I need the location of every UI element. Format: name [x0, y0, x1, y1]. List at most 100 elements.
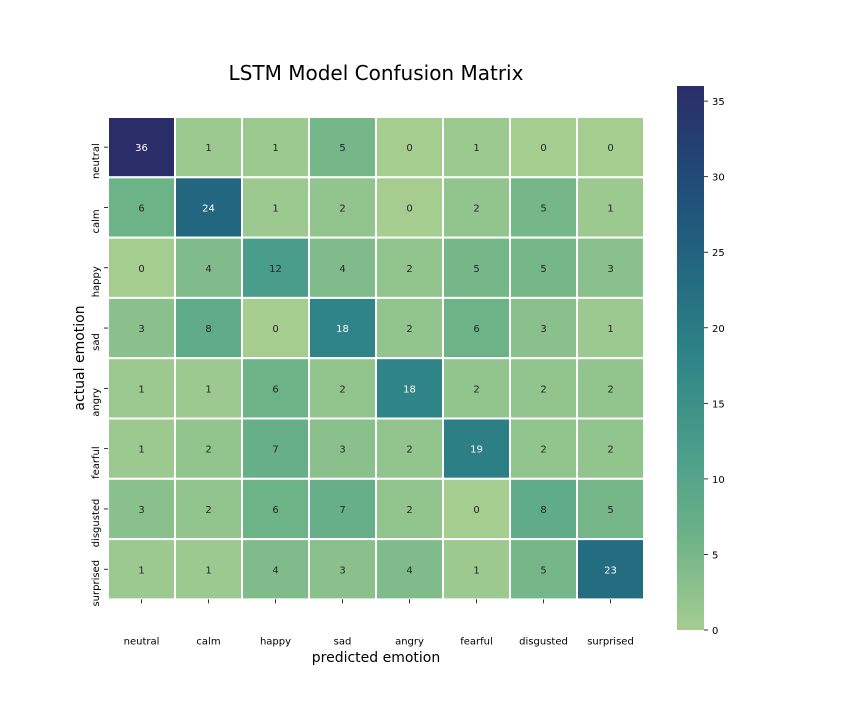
cell-value-label: 0: [406, 203, 412, 214]
y-tick-label: angry: [91, 388, 102, 417]
heatmap-cell-surprised-calm: [174, 538, 243, 601]
colorbar-tick-label: 20: [712, 324, 725, 335]
cell-value-label: 1: [473, 143, 479, 154]
colorbar-tick-label: 0: [712, 626, 718, 637]
cell-value-label: 2: [540, 384, 546, 395]
heatmap-cell-happy-neutral: [107, 236, 176, 299]
colorbar-tick-label: 5: [712, 550, 718, 561]
cell-value-label: 7: [272, 445, 278, 456]
heatmap-cell-fearful-angry: [375, 417, 444, 480]
cell-value-label: 4: [205, 264, 211, 275]
heatmap-cell-calm-sad: [308, 176, 377, 239]
cell-value-label: 2: [205, 505, 211, 516]
heatmap-cell-surprised-surprised: [576, 538, 645, 601]
x-tick-label: sad: [334, 636, 352, 647]
cell-value-label: 7: [339, 505, 345, 516]
cell-value-label: 2: [473, 384, 479, 395]
heatmap-cell-calm-angry: [375, 176, 444, 239]
y-tick-label: fearful: [91, 446, 102, 479]
heatmap-cell-neutral-surprised: [576, 116, 645, 179]
cell-value-label: 2: [607, 384, 613, 395]
cell-value-label: 6: [272, 384, 278, 395]
cell-value-label: 2: [406, 445, 412, 456]
cell-value-label: 1: [205, 143, 211, 154]
heatmap-cell-calm-calm: [174, 176, 243, 239]
colorbar-tick-label: 25: [712, 248, 725, 259]
cell-value-label: 36: [135, 143, 148, 154]
x-tick-label: disgusted: [519, 636, 568, 647]
cell-value-label: 23: [604, 565, 617, 576]
cell-value-label: 24: [202, 203, 215, 214]
heatmap-cell-happy-surprised: [576, 236, 645, 299]
heatmap-cell-angry-disgusted: [509, 357, 578, 420]
cell-value-label: 1: [138, 384, 144, 395]
x-tick-label: calm: [196, 636, 220, 647]
cell-value-label: 2: [339, 384, 345, 395]
cell-value-label: 1: [138, 565, 144, 576]
heatmap-cell-surprised-angry: [375, 538, 444, 601]
cell-value-label: 18: [336, 324, 349, 335]
heatmap-cell-sad-surprised: [576, 296, 645, 360]
heatmap-cell-disgusted-happy: [241, 477, 310, 541]
heatmap-cell-calm-disgusted: [509, 176, 578, 239]
x-tick-label: happy: [260, 636, 291, 647]
heatmap-cell-neutral-neutral: [107, 116, 176, 179]
cell-value-label: 0: [272, 324, 278, 335]
cell-value-label: 4: [406, 565, 412, 576]
cell-value-label: 2: [540, 445, 546, 456]
colorbar-tick-label: 35: [712, 97, 725, 108]
heatmap-cell-fearful-neutral: [107, 417, 176, 480]
cell-value-label: 5: [540, 264, 546, 275]
cell-value-label: 3: [339, 445, 345, 456]
x-axis-label: predicted emotion: [312, 650, 441, 666]
y-tick-label: surprised: [91, 560, 102, 607]
chart-title: LSTM Model Confusion Matrix: [229, 61, 524, 85]
cell-value-label: 1: [205, 565, 211, 576]
heatmap-cell-neutral-happy: [241, 116, 310, 179]
colorbar-ticks: 0 5 10 15 20 25 30 35: [704, 97, 725, 637]
y-tick-label: disgusted: [91, 499, 102, 548]
y-tick-labels: neutral calm happy sad angry fearful disgusted…: [91, 143, 108, 607]
heatmap-cell-fearful-sad: [308, 417, 377, 480]
cell-value-label: 2: [406, 505, 412, 516]
cell-value-label: 1: [138, 445, 144, 456]
cell-value-label: 0: [540, 143, 546, 154]
heatmap-cell-disgusted-calm: [174, 477, 243, 541]
cell-value-label: 1: [272, 203, 278, 214]
cell-value-label: 0: [406, 143, 412, 154]
heatmap-cell-happy-disgusted: [509, 236, 578, 299]
cell-value-label: 2: [339, 203, 345, 214]
heatmap-cell-surprised-happy: [241, 538, 310, 601]
heatmap-cell-neutral-calm: [174, 116, 243, 179]
cell-value-label: 6: [138, 203, 144, 214]
y-tick-label: calm: [91, 209, 102, 233]
cell-value-label: 5: [473, 264, 479, 275]
heatmap-cell-happy-happy: [241, 236, 310, 299]
colorbar: [677, 86, 704, 630]
heatmap-cells: 36 1 1 5 0 1 0 06 24 1 2 0 2 5 10 4 12 4 2 5 5 33 8 0 18 2 6 3 11 1 6 2…: [107, 116, 645, 601]
cell-value-label: 3: [540, 324, 546, 335]
cell-value-label: 0: [607, 143, 613, 154]
cell-value-label: 1: [607, 324, 613, 335]
x-tick-label: surprised: [587, 636, 634, 647]
heatmap-cell-angry-surprised: [576, 357, 645, 420]
y-axis-label: actual emotion: [72, 305, 88, 410]
heatmap-cell-surprised-neutral: [107, 538, 176, 601]
heatmap-cell-disgusted-fearful: [442, 477, 511, 541]
heatmap-cell-surprised-fearful: [442, 538, 511, 601]
cell-value-label: 6: [473, 324, 479, 335]
cell-value-label: 6: [272, 505, 278, 516]
cell-value-label: 3: [339, 565, 345, 576]
cell-value-label: 2: [473, 203, 479, 214]
y-tick-label: neutral: [91, 143, 102, 179]
x-tick-label: neutral: [124, 636, 160, 647]
cell-value-label: 8: [540, 505, 546, 516]
cell-value-label: 2: [205, 445, 211, 456]
heatmap-cell-disgusted-surprised: [576, 477, 645, 541]
heatmap-cell-surprised-sad: [308, 538, 377, 601]
colorbar-tick-label: 10: [712, 475, 725, 486]
cell-value-label: 0: [138, 264, 144, 275]
cell-value-label: 1: [473, 565, 479, 576]
cell-value-label: 1: [205, 384, 211, 395]
